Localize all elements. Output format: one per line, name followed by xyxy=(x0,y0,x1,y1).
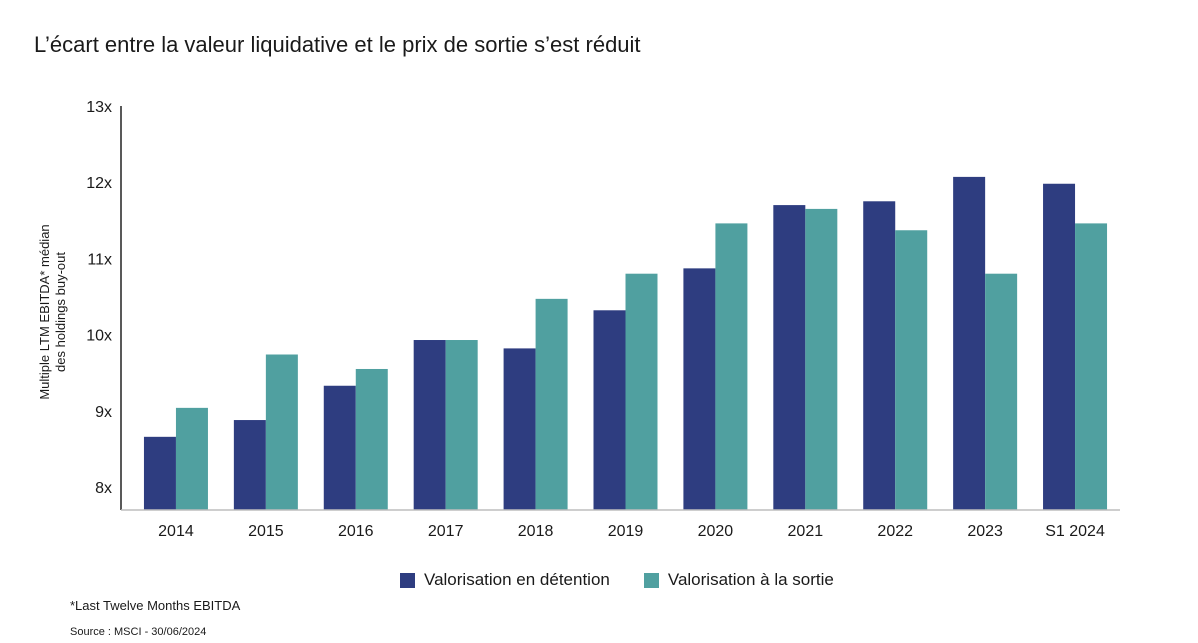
x-tick-label: 2016 xyxy=(338,523,374,540)
bar-sortie xyxy=(895,230,928,510)
legend-swatch-detention xyxy=(400,572,415,588)
source-note: Source : MSCI - 30/06/2024 xyxy=(70,626,207,638)
bar-sortie xyxy=(175,407,208,510)
bar-detention xyxy=(953,176,986,510)
y-axis-label-line1: Multiple LTM EBITDA* médian xyxy=(37,224,52,399)
bar-sortie xyxy=(355,368,388,510)
bar-sortie xyxy=(445,340,478,510)
x-tick-label: 2022 xyxy=(877,523,913,540)
bar-sortie xyxy=(805,208,838,511)
x-tick-label: 2017 xyxy=(428,523,464,540)
bar-sortie xyxy=(535,298,568,510)
bar-detention xyxy=(503,348,536,510)
bar-sortie xyxy=(715,223,748,510)
x-tick-label: 2019 xyxy=(608,523,644,540)
y-tick-label: 8x xyxy=(95,480,112,497)
y-tick-label: 11x xyxy=(87,251,112,268)
bar-detention xyxy=(863,201,896,510)
y-axis-label: Multiple LTM EBITDA* médian des holdings… xyxy=(37,224,68,399)
x-tick-label: 2020 xyxy=(698,523,734,540)
bar-detention xyxy=(413,340,446,510)
x-tick-label: 2021 xyxy=(788,523,824,540)
footnote: *Last Twelve Months EBITDA xyxy=(70,598,241,613)
bar-chart: Multiple LTM EBITDA* médian des holdings… xyxy=(37,99,1120,540)
legend-item-detention: Valorisation en détention xyxy=(400,570,610,590)
chart-legend: Valorisation en détention Valorisation à… xyxy=(400,570,834,590)
x-tick-label: 2018 xyxy=(518,523,554,540)
bar-sortie xyxy=(1075,223,1108,510)
bar-sortie xyxy=(265,354,298,510)
y-tick-label: 9x xyxy=(95,404,112,421)
bar-detention xyxy=(593,310,626,510)
x-tick-label: 2023 xyxy=(967,523,1003,540)
legend-label-detention: Valorisation en détention xyxy=(424,570,610,589)
bar-sortie xyxy=(985,273,1018,510)
y-tick-label: 12x xyxy=(86,175,112,192)
legend-swatch-sortie xyxy=(643,572,659,588)
x-tick-label: 2015 xyxy=(248,523,284,540)
bar-detention xyxy=(683,268,716,510)
y-tick-label: 10x xyxy=(86,328,112,345)
bar-detention xyxy=(773,205,806,510)
legend-label-sortie: Valorisation à la sortie xyxy=(667,570,834,589)
legend-item-sortie: Valorisation à la sortie xyxy=(643,570,834,590)
y-axis-label-line2: des holdings buy-out xyxy=(53,252,68,372)
bar-sortie xyxy=(625,273,658,510)
bar-detention xyxy=(323,385,356,510)
chart-title: L’écart entre la valeur liquidative et l… xyxy=(34,32,641,57)
bar-detention xyxy=(143,436,176,510)
x-tick-label: S1 2024 xyxy=(1045,523,1105,540)
y-tick-label: 13x xyxy=(86,99,112,116)
x-tick-label: 2014 xyxy=(158,523,194,540)
bar-detention xyxy=(233,420,266,510)
bar-detention xyxy=(1043,183,1076,510)
